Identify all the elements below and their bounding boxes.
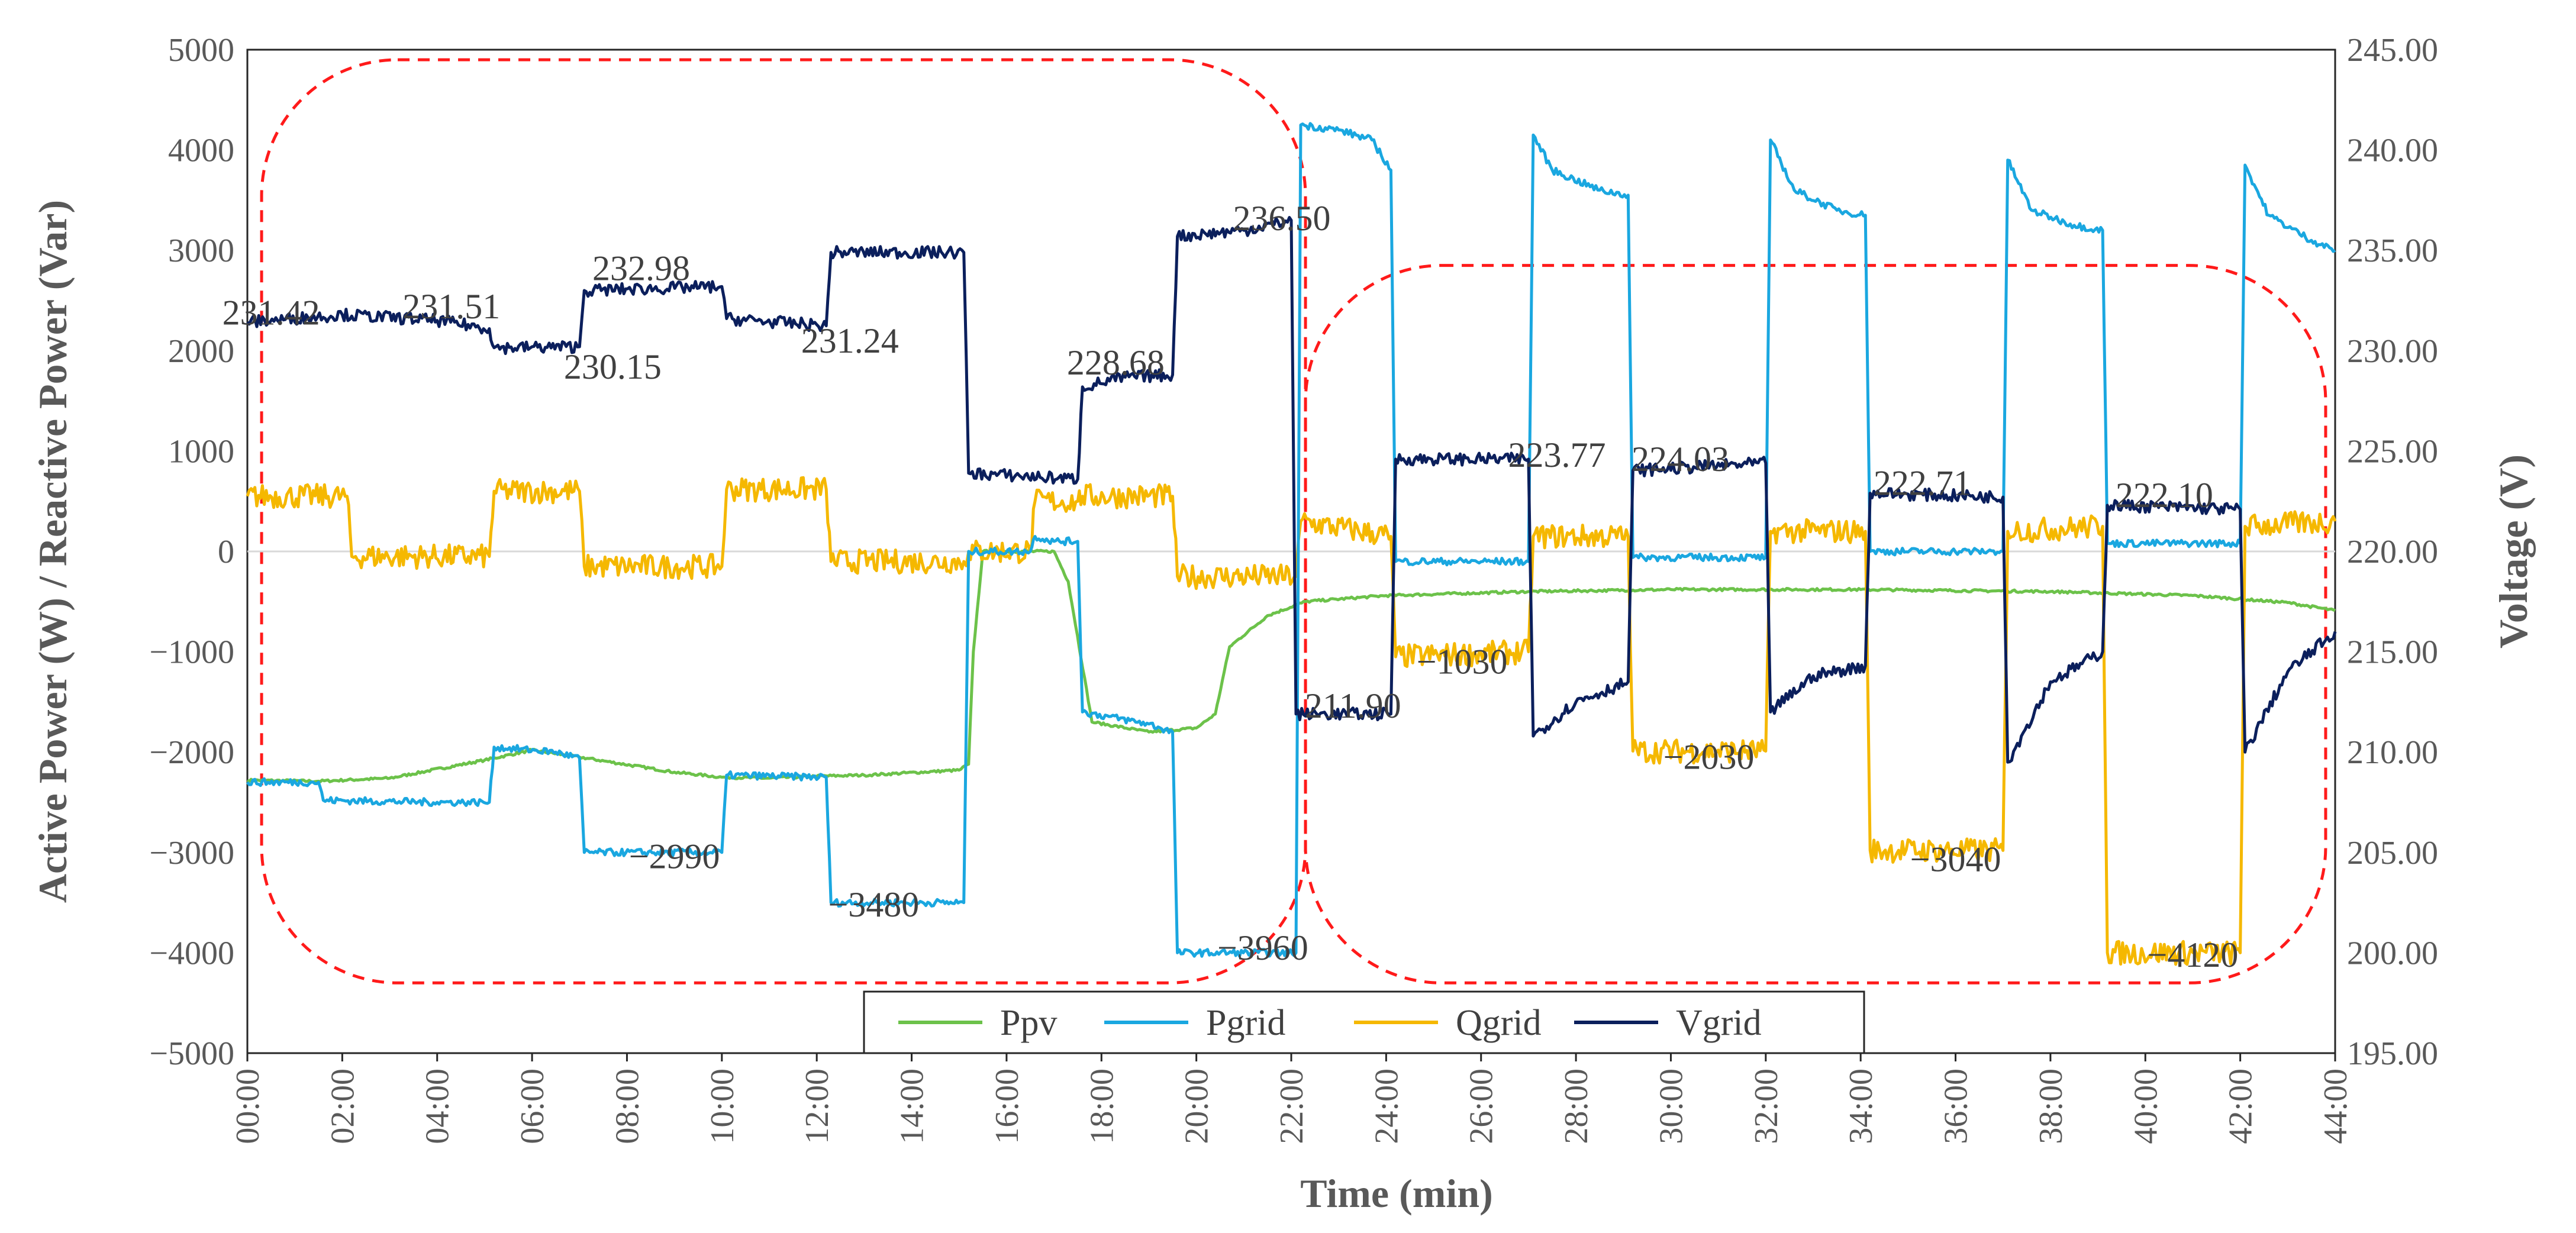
annotation-label: 231.24 <box>801 321 899 360</box>
y-tick-label: 4000 <box>168 133 234 169</box>
annotation-label: 231.42 <box>223 293 320 332</box>
x-tick-label: 04:00 <box>420 1069 456 1144</box>
x-tick-label: 44:00 <box>2317 1069 2354 1144</box>
highlight-regions <box>260 58 2327 985</box>
y-tick-label: −5000 <box>149 1035 234 1072</box>
x-tick-label: 32:00 <box>1748 1069 1785 1144</box>
series-line-pgrid <box>246 122 2336 958</box>
x-tick-label: 38:00 <box>2033 1069 2069 1144</box>
y-tick-label: 0 <box>218 534 234 570</box>
legend-label-vgrid: Vgrid <box>1676 1003 1762 1043</box>
annotation-label: −1030 <box>1417 643 1508 682</box>
legend-label-qgrid: Qgrid <box>1456 1003 1542 1043</box>
x-tick-label: 20:00 <box>1179 1069 1216 1144</box>
x-tick-label: 02:00 <box>324 1069 361 1144</box>
x-tick-label: 42:00 <box>2223 1069 2259 1144</box>
annotation-label: −3040 <box>1910 840 2001 879</box>
annotation-label: −3960 <box>1217 928 1308 967</box>
x-tick-label: 10:00 <box>704 1069 741 1144</box>
x-tick-label: 12:00 <box>799 1069 836 1144</box>
y-axis-title: Active Power (W) / Reactive Power (Var) <box>30 200 75 903</box>
annotation-label: −2030 <box>1663 738 1755 777</box>
y2-tick-label: 215.00 <box>2347 634 2438 671</box>
x-tick-label: 34:00 <box>1843 1069 1879 1144</box>
annotation-label: 224.03 <box>1632 440 1729 479</box>
annotation-label: 211.90 <box>1305 686 1401 725</box>
series-lines <box>246 122 2337 966</box>
y2-axis-ticks: 245.00 240.00 235.00 230.00 225.00 220.00 215.… <box>2347 32 2438 1072</box>
y2-tick-label: 205.00 <box>2347 835 2438 872</box>
annotation-label: 228.68 <box>1067 343 1165 382</box>
annotation-label: −4120 <box>2148 935 2239 974</box>
annotation-label: 223.77 <box>1508 435 1606 475</box>
x-tick-label: 30:00 <box>1653 1069 1690 1144</box>
series-line-qgrid <box>246 476 2337 966</box>
x-tick-label: 16:00 <box>989 1069 1026 1144</box>
series-line-ppv <box>246 548 2336 784</box>
x-tick-label: 14:00 <box>894 1069 931 1144</box>
legend: Ppv Pgrid Qgrid Vgrid <box>863 990 1865 1054</box>
x-tick-label: 26:00 <box>1463 1069 1500 1144</box>
y2-axis-title: Voltage (V) <box>2491 454 2536 648</box>
legend-label-ppv: Ppv <box>1000 1003 1057 1043</box>
x-axis-title: Time (min) <box>1300 1171 1493 1216</box>
y-tick-label: 3000 <box>168 233 234 269</box>
x-tick-label: 08:00 <box>609 1069 646 1144</box>
annotation-label: 236.50 <box>1233 199 1330 238</box>
y2-tick-label: 230.00 <box>2347 333 2438 370</box>
annotation-label: 230.15 <box>564 347 662 386</box>
annotation-label: 231.51 <box>402 287 500 326</box>
y-tick-label: 2000 <box>168 333 234 370</box>
legend-label-pgrid: Pgrid <box>1206 1003 1285 1043</box>
y-tick-label: −1000 <box>149 634 234 671</box>
annotation-label: 222.10 <box>2116 476 2213 515</box>
x-tick-label: 18:00 <box>1084 1069 1120 1144</box>
y2-tick-label: 200.00 <box>2347 935 2438 971</box>
y2-tick-label: 195.00 <box>2347 1035 2438 1072</box>
y2-tick-label: 245.00 <box>2347 32 2438 69</box>
x-tick-label: 40:00 <box>2127 1069 2164 1144</box>
series-line-vgrid <box>246 216 2337 764</box>
y-tick-label: −3000 <box>149 835 234 872</box>
y-tick-label: −2000 <box>149 734 234 771</box>
y-tick-label: −4000 <box>149 935 234 971</box>
x-tick-label: 36:00 <box>1938 1069 1975 1144</box>
x-tick-label: 06:00 <box>514 1069 551 1144</box>
y2-tick-label: 225.00 <box>2347 433 2438 470</box>
highlight-region-2 <box>1304 264 2327 985</box>
y-axis-ticks: 5000 4000 3000 2000 1000 0 −1000 −2000 −3000 −400… <box>149 32 234 1072</box>
x-axis-ticks: 00:00 02:00 04:00 06:00 08:00 10:00 12:00 14:00… <box>230 1053 2354 1144</box>
x-tick-label: 24:00 <box>1368 1069 1405 1144</box>
y2-tick-label: 240.00 <box>2347 133 2438 169</box>
annotation-label: 222.71 <box>1874 464 1971 503</box>
y-tick-label: 5000 <box>168 32 234 69</box>
x-tick-label: 28:00 <box>1558 1069 1595 1144</box>
y2-tick-label: 210.00 <box>2347 734 2438 771</box>
x-tick-label: 22:00 <box>1274 1069 1310 1144</box>
annotation-label: 232.98 <box>592 249 690 288</box>
x-tick-label: 00:00 <box>230 1069 266 1144</box>
y2-tick-label: 235.00 <box>2347 233 2438 269</box>
annotations: 231.42 231.51 232.98 230.15 231.24 228.68 236.… <box>223 199 2239 974</box>
annotation-label: −3480 <box>828 885 919 924</box>
y-tick-label: 1000 <box>168 433 234 470</box>
annotation-label: −2990 <box>629 837 720 876</box>
y2-tick-label: 220.00 <box>2347 534 2438 570</box>
